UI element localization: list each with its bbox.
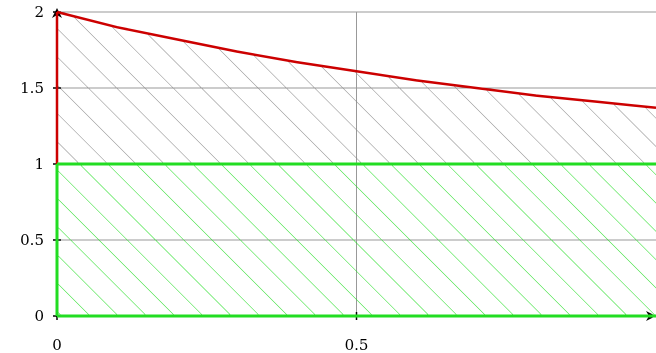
x-tick-label-1: 0.5 bbox=[345, 336, 369, 353]
y-tick-label-0: 0 bbox=[34, 307, 44, 325]
gray-hatched-region bbox=[57, 12, 656, 164]
y-tick-label-4: 2 bbox=[34, 3, 44, 21]
series-lines bbox=[55, 10, 656, 318]
tick-labels: 0 0.5 1 1.5 2 0 0.5 bbox=[20, 3, 368, 353]
fill-regions bbox=[57, 12, 656, 316]
x-tick-label-0: 0 bbox=[52, 336, 62, 353]
red-curve bbox=[56, 10, 656, 110]
y-tick-label-3: 1.5 bbox=[20, 79, 44, 97]
green-hatched-region bbox=[57, 164, 656, 316]
y-tick-label-2: 1 bbox=[34, 155, 44, 173]
y-tick-label-1: 0.5 bbox=[20, 231, 44, 249]
